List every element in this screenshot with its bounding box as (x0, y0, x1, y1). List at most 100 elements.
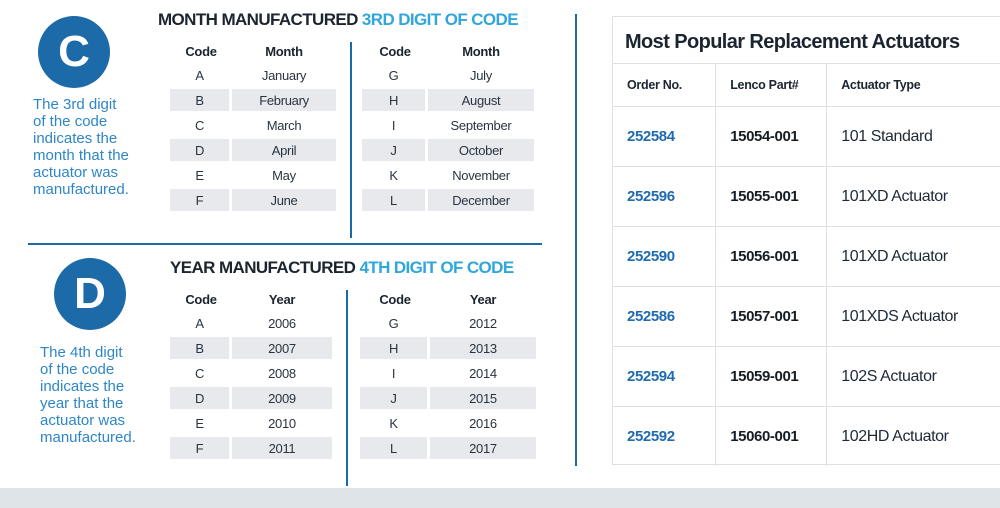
month-description: The 3rd digit of the code indicates the … (33, 96, 129, 198)
month-cell: January (261, 67, 307, 83)
badge-d: D (54, 258, 126, 330)
code-cell: F (170, 189, 232, 211)
code-cell: L (362, 189, 428, 211)
order-number[interactable]: 252594 (613, 346, 717, 407)
code-cell: K (362, 164, 428, 186)
table-row: C March (170, 114, 336, 136)
part-number: 15056-001 (715, 226, 828, 287)
table-row: 252594 15059-001 102S Actuator (613, 346, 1000, 407)
month-cell: December (428, 189, 534, 211)
month-column-divider (350, 42, 352, 238)
month-cell: October (428, 139, 534, 161)
actuator-type: 102HD Actuator (826, 406, 1000, 466)
month-title-main: MONTH MANUFACTURED (158, 10, 358, 29)
column-header-code: Code (185, 43, 217, 59)
code-cell: D (170, 139, 232, 161)
part-number: 15060-001 (715, 406, 828, 466)
month-cell: July (470, 67, 492, 83)
code-cell: D (170, 387, 232, 409)
table-row: F June (170, 189, 336, 211)
month-cell: June (232, 189, 336, 211)
table-row: K November (362, 164, 534, 186)
table-row: C 2008 (170, 362, 332, 384)
month-section-title: MONTH MANUFACTURED 3RD DIGIT OF CODE (158, 10, 519, 30)
month-cell: September (450, 117, 512, 133)
table-row: G July (362, 64, 534, 86)
table-row: L 2017 (360, 437, 536, 459)
column-header-year: Year (469, 291, 497, 307)
part-number: 15054-001 (715, 106, 828, 167)
center-divider (575, 14, 577, 466)
month-cell: August (428, 89, 534, 111)
code-cell: H (360, 337, 430, 359)
table-row: 252590 15056-001 101XD Actuator (613, 226, 1000, 287)
year-cell: 2012 (469, 315, 497, 331)
table-row: 252586 15057-001 101XDS Actuator (613, 286, 1000, 347)
table-row: K 2016 (360, 412, 536, 434)
actuator-type: 101XD Actuator (826, 226, 1000, 287)
column-header-month: Month (462, 43, 500, 59)
order-number[interactable]: 252592 (613, 406, 717, 466)
year-cell: 2017 (430, 437, 536, 459)
month-cell: May (272, 167, 296, 183)
part-number: 15057-001 (715, 286, 828, 347)
month-cell: February (232, 89, 336, 111)
table-row: 252592 15060-001 102HD Actuator (613, 406, 1000, 466)
year-description: The 4th digit of the code indicates the … (40, 344, 136, 446)
column-header-code: Code (379, 291, 411, 307)
actuator-type: 101 Standard (826, 106, 1000, 167)
actuator-type: 102S Actuator (826, 346, 1000, 407)
section-divider (28, 243, 542, 245)
year-cell: 2006 (268, 315, 296, 331)
order-number[interactable]: 252586 (613, 286, 717, 347)
year-title-highlight: 4TH DIGIT OF CODE (359, 258, 514, 277)
year-cell: 2014 (469, 365, 497, 381)
year-cell: 2016 (469, 415, 497, 431)
actuators-table: Order No. Lenco Part# Actuator Type 2525… (613, 63, 1000, 466)
badge-c: C (38, 16, 110, 88)
table-row: J 2015 (360, 387, 536, 409)
panel-title: Most Popular Replacement Actuators (625, 31, 960, 53)
table-row: E May (170, 164, 336, 186)
part-number: 15059-001 (715, 346, 828, 407)
table-row: I September (362, 114, 534, 136)
footer-strip (0, 488, 1000, 508)
table-row: D April (170, 139, 336, 161)
table-row: D 2009 (170, 387, 332, 409)
month-cell: March (266, 117, 302, 133)
year-column-divider (346, 290, 348, 486)
year-title-main: YEAR MANUFACTURED (170, 258, 356, 277)
order-number[interactable]: 252584 (613, 106, 717, 167)
table-row: H August (362, 89, 534, 111)
year-table-left: Code Year A 2006 B 2007 C 2008 D 2009 E 2010 … (170, 286, 332, 462)
column-header-year: Year (268, 291, 296, 307)
month-cell: April (232, 139, 336, 161)
table-row: A January (170, 64, 336, 86)
year-section-title: YEAR MANUFACTURED 4TH DIGIT OF CODE (170, 258, 514, 278)
table-row: F 2011 (170, 437, 332, 459)
part-number: 15055-001 (715, 166, 828, 227)
order-number[interactable]: 252590 (613, 226, 717, 287)
month-table-left: Code Month A January B February C March D Ap… (170, 38, 336, 214)
code-cell: H (362, 89, 428, 111)
code-cell: I (360, 362, 430, 384)
code-cell: B (170, 337, 232, 359)
code-cell: F (170, 437, 232, 459)
code-cell: I (362, 114, 428, 136)
column-header-code: Code (379, 43, 411, 59)
table-row: J October (362, 139, 534, 161)
table-row: 252584 15054-001 101 Standard (613, 106, 1000, 167)
table-row: L December (362, 189, 534, 211)
month-cell: November (452, 167, 510, 183)
column-header-type: Actuator Type (826, 63, 1000, 107)
year-cell: 2007 (232, 337, 332, 359)
code-cell: C (170, 362, 232, 384)
month-table-right: Code Month G July H August I September J Oct… (362, 38, 534, 214)
order-number[interactable]: 252596 (613, 166, 717, 227)
table-row: G 2012 (360, 312, 536, 334)
code-cell: K (360, 412, 430, 434)
code-cell: G (360, 312, 430, 334)
code-cell: J (360, 387, 430, 409)
code-cell: G (362, 64, 428, 86)
code-cell: A (170, 64, 232, 86)
